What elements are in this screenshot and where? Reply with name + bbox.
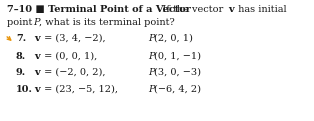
- Text: P: P: [33, 18, 40, 27]
- Text: P: P: [148, 34, 154, 43]
- Text: (0, 1, −1): (0, 1, −1): [154, 52, 201, 61]
- Text: 8.: 8.: [16, 52, 26, 61]
- Text: 7–10 ■ Terminal Point of a Vector: 7–10 ■ Terminal Point of a Vector: [7, 5, 191, 14]
- Text: (−6, 4, 2): (−6, 4, 2): [154, 85, 201, 94]
- Text: = (−2, 0, 2),: = (−2, 0, 2),: [41, 68, 106, 77]
- Text: 10.: 10.: [16, 85, 33, 94]
- Text: P: P: [148, 85, 154, 94]
- Text: 7.: 7.: [16, 34, 26, 43]
- Text: = (23, −5, 12),: = (23, −5, 12),: [41, 85, 118, 94]
- Text: has initial: has initial: [235, 5, 287, 14]
- Text: v: v: [34, 52, 40, 61]
- Text: = (3, 4, −2),: = (3, 4, −2),: [41, 34, 106, 43]
- Text: If the vector: If the vector: [156, 5, 226, 14]
- Text: v: v: [34, 68, 40, 77]
- Text: = (0, 0, 1),: = (0, 0, 1),: [41, 52, 97, 61]
- Text: (3, 0, −3): (3, 0, −3): [154, 68, 201, 77]
- Text: point: point: [7, 18, 35, 27]
- Text: P: P: [148, 68, 154, 77]
- Text: (2, 0, 1): (2, 0, 1): [154, 34, 193, 43]
- Text: v: v: [228, 5, 234, 14]
- Text: , what is its terminal point?: , what is its terminal point?: [39, 18, 175, 27]
- Text: 9.: 9.: [16, 68, 26, 77]
- Text: P: P: [148, 52, 154, 61]
- Text: v: v: [34, 85, 40, 94]
- Text: v: v: [34, 34, 40, 43]
